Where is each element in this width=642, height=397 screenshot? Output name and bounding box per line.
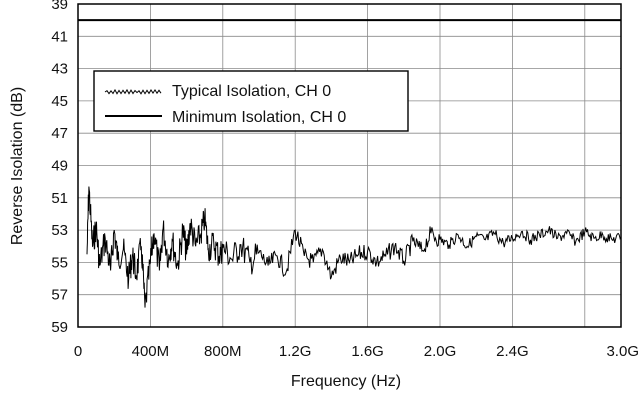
x-tick-label-3: 1.2G — [279, 343, 312, 360]
y-tick-label-1: 41 — [51, 28, 68, 45]
y-tick-label-3: 45 — [51, 93, 68, 110]
y-tick-label-8: 55 — [51, 254, 68, 271]
x-tick-label-5: 2.0G — [424, 343, 457, 360]
legend-label-minimum: Minimum Isolation, CH 0 — [172, 109, 346, 126]
y-tick-label-2: 43 — [51, 61, 68, 78]
y-tick-label-9: 57 — [51, 287, 68, 304]
x-tick-label-2: 800M — [204, 343, 242, 360]
x-axis-title: Frequency (Hz) — [291, 373, 401, 390]
legend: Typical Isolation, CH 0 Minimum Isolatio… — [93, 70, 409, 132]
series-layer — [78, 19, 622, 308]
legend-label-typical: Typical Isolation, CH 0 — [172, 83, 331, 100]
grid — [77, 3, 622, 328]
y-tick-label-0: 39 — [51, 0, 68, 13]
y-tick-labels: 39 41 43 45 47 49 51 53 55 57 59 — [51, 0, 68, 336]
legend-box — [93, 70, 409, 132]
series-typical-isolation — [86, 186, 622, 308]
plot-frame — [77, 3, 622, 328]
x-tick-label-7: 3.0G — [606, 343, 639, 360]
x-tick-label-0: 0 — [74, 343, 82, 360]
y-tick-label-4: 47 — [51, 125, 68, 142]
x-tick-label-6: 2.4G — [496, 343, 529, 360]
y-tick-label-10: 59 — [51, 319, 68, 336]
x-tick-label-1: 400M — [132, 343, 170, 360]
y-tick-label-6: 51 — [51, 190, 68, 207]
y-tick-label-5: 49 — [51, 158, 68, 175]
y-tick-label-7: 53 — [51, 222, 68, 239]
y-axis-title: Reverse Isolation (dB) — [9, 87, 26, 245]
x-tick-label-4: 1.6G — [351, 343, 384, 360]
legend-swatch-typical — [104, 88, 162, 95]
x-tick-labels: 0 400M 800M 1.2G 1.6G 2.0G 2.4G 3.0G — [74, 343, 639, 360]
